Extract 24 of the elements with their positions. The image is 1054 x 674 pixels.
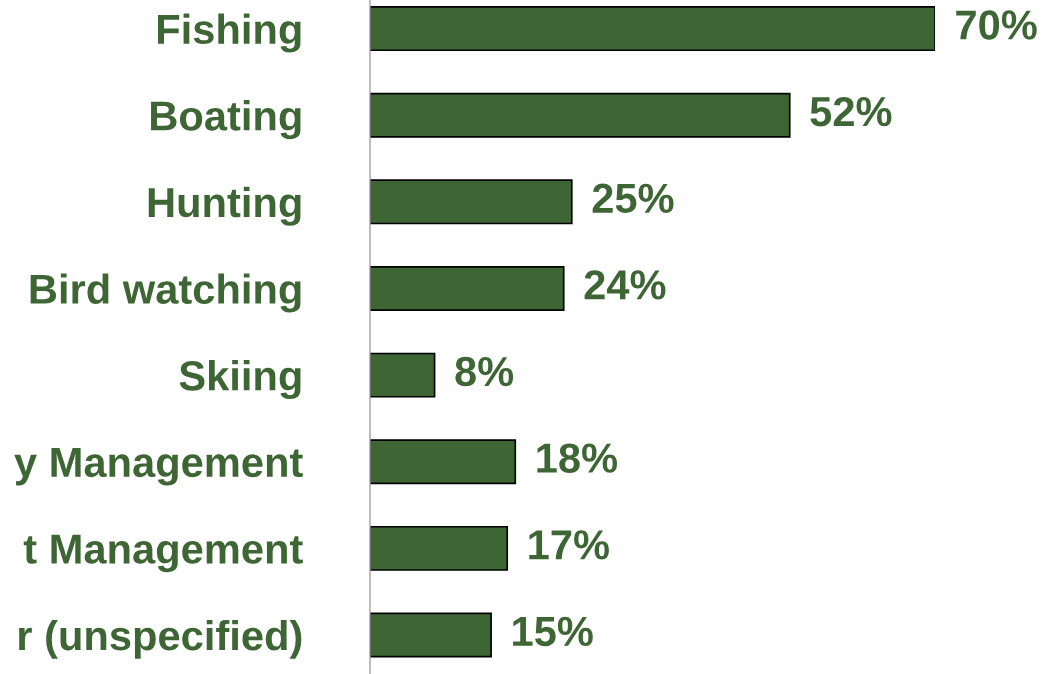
data-label: 52% <box>810 96 892 127</box>
bar <box>370 92 791 138</box>
bar <box>370 612 492 658</box>
data-label: 17% <box>529 530 609 560</box>
y-tick-label: Hunting <box>148 186 301 226</box>
bar <box>370 352 436 398</box>
y-tick-label: t Management <box>23 534 303 573</box>
data-label: 8% <box>455 356 514 387</box>
y-tick-label: Fishing <box>158 13 301 53</box>
y-tick-label: Boating <box>151 100 301 140</box>
y-tick-label: Skiing <box>179 360 301 400</box>
y-tick-label: Bird watching <box>30 273 301 313</box>
bar <box>370 179 573 225</box>
data-label: 25% <box>592 183 674 214</box>
bar <box>370 525 509 571</box>
bar <box>370 6 935 52</box>
data-label: 15% <box>513 616 593 647</box>
data-label: 70% <box>956 10 1037 40</box>
y-tick-label: y Management <box>14 448 303 486</box>
bar <box>370 439 517 485</box>
y-tick-label: r (unspecified) <box>19 619 302 659</box>
data-label: 24% <box>584 270 666 300</box>
bar <box>370 265 565 311</box>
data-label: 18% <box>537 443 618 473</box>
